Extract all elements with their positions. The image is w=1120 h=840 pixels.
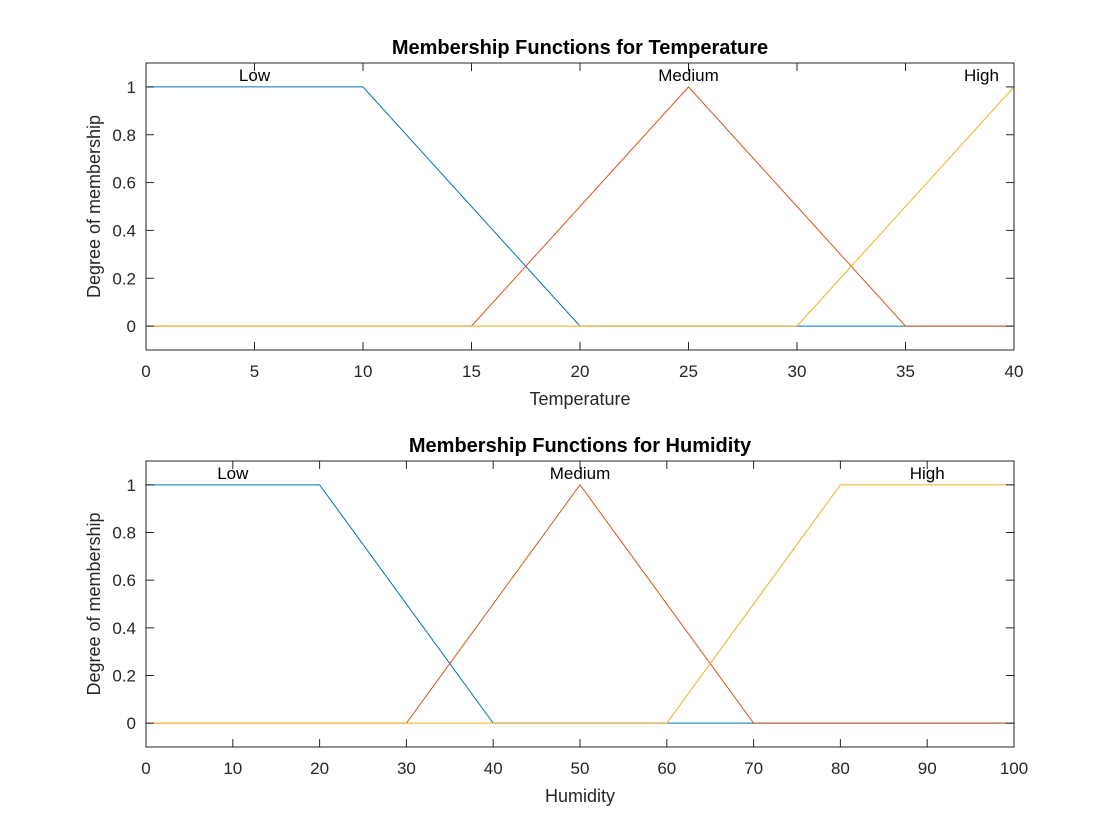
- y-tick-label: 0: [127, 714, 136, 733]
- x-tick-label: 10: [354, 362, 373, 381]
- x-tick-label: 35: [896, 362, 915, 381]
- y-tick-label: 0.4: [112, 221, 136, 240]
- chart-title: Membership Functions for Humidity: [409, 435, 752, 457]
- y-axis-label: Degree of membership: [84, 512, 104, 695]
- y-tick-label: 1: [127, 78, 136, 97]
- x-axis-label: Temperature: [529, 389, 630, 409]
- x-tick-label: 15: [462, 362, 481, 381]
- x-tick-label: 30: [397, 759, 416, 778]
- x-tick-label: 40: [1005, 362, 1024, 381]
- y-tick-label: 0.4: [112, 619, 136, 638]
- x-tick-label: 20: [571, 362, 590, 381]
- x-tick-label: 25: [679, 362, 698, 381]
- mf-label-low: Low: [239, 66, 271, 85]
- x-tick-label: 40: [484, 759, 503, 778]
- y-tick-label: 0.6: [112, 174, 136, 193]
- x-tick-label: 0: [141, 362, 150, 381]
- series-line-high: [146, 484, 1014, 724]
- x-tick-label: 50: [571, 759, 590, 778]
- y-tick-label: 0.8: [112, 524, 136, 543]
- mf-label-high: High: [964, 66, 999, 85]
- chart-title: Membership Functions for Temperature: [392, 37, 768, 59]
- y-tick-label: 0.6: [112, 571, 136, 590]
- axes-box: [145, 460, 1015, 748]
- mf-label-medium: Medium: [550, 464, 610, 483]
- x-axis-label: Humidity: [545, 786, 615, 806]
- x-tick-label: 20: [310, 759, 329, 778]
- y-tick-label: 1: [127, 476, 136, 495]
- x-tick-label: 10: [223, 759, 242, 778]
- y-tick-label: 0.2: [112, 667, 136, 686]
- x-tick-label: 0: [141, 759, 150, 778]
- x-tick-label: 80: [831, 759, 850, 778]
- x-tick-label: 30: [788, 362, 807, 381]
- mf-label-high: High: [910, 464, 945, 483]
- y-tick-label: 0.2: [112, 269, 136, 288]
- series-line-medium: [146, 86, 1014, 327]
- x-tick-label: 100: [1000, 759, 1028, 778]
- y-tick-label: 0: [127, 317, 136, 336]
- x-tick-label: 70: [744, 759, 763, 778]
- humidity-membership-plot: 0 10 20 30 40 50 60 70 80 90 100 0 0.2 0.4 0.6 0.8 1 Memb…: [84, 435, 1028, 806]
- x-tick-label: 5: [250, 362, 259, 381]
- x-tick-label: 90: [918, 759, 937, 778]
- x-tick-label: 60: [657, 759, 676, 778]
- series-line-low: [146, 484, 1014, 724]
- temperature-membership-plot: 0 5 10 15 20 25 30 35 40 0 0.2 0.4 0.6 0.8 1 Membership…: [84, 37, 1023, 409]
- series-line-high: [146, 86, 1015, 327]
- series-line-medium: [146, 483, 1014, 724]
- mf-label-low: Low: [217, 464, 249, 483]
- mf-label-medium: Medium: [658, 66, 718, 85]
- y-axis-label: Degree of membership: [84, 115, 104, 298]
- y-tick-label: 0.8: [112, 126, 136, 145]
